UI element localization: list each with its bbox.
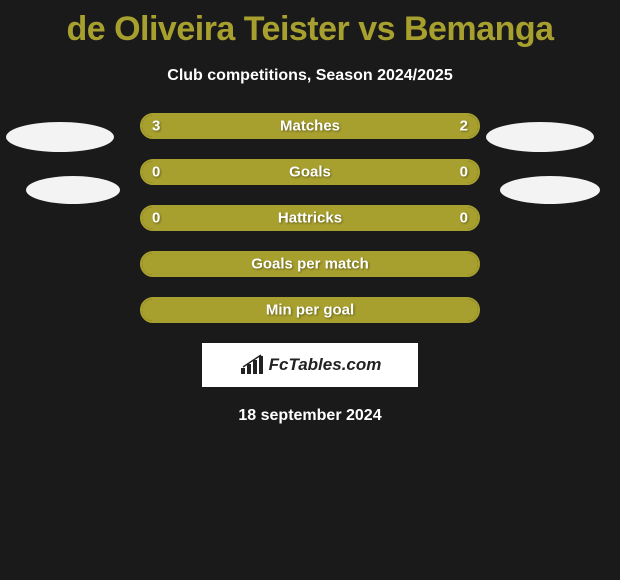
comparison-title: de Oliveira Teister vs Bemanga: [0, 0, 620, 49]
comparison-subtitle: Club competitions, Season 2024/2025: [0, 67, 620, 85]
watermark-blob: [486, 122, 594, 152]
date-text: 18 september 2024: [0, 407, 620, 425]
stat-row: 00Hattricks: [140, 205, 480, 231]
stat-fill-left: [142, 299, 478, 321]
stat-fill-left: [142, 207, 478, 229]
watermark-blob: [500, 176, 600, 204]
stat-fill-left: [142, 161, 478, 183]
stat-row: 32Matches: [140, 113, 480, 139]
stat-row: Min per goal: [140, 297, 480, 323]
watermark-blob: [6, 122, 114, 152]
bars-icon: [239, 354, 265, 376]
logo-text: FcTables.com: [269, 355, 382, 375]
stat-row: 00Goals: [140, 159, 480, 185]
stat-fill-right: [344, 115, 478, 137]
stat-fill-left: [142, 115, 344, 137]
stat-fill-left: [142, 253, 478, 275]
watermark-blob: [26, 176, 120, 204]
logo-badge: FcTables.com: [202, 343, 418, 387]
stat-row: Goals per match: [140, 251, 480, 277]
